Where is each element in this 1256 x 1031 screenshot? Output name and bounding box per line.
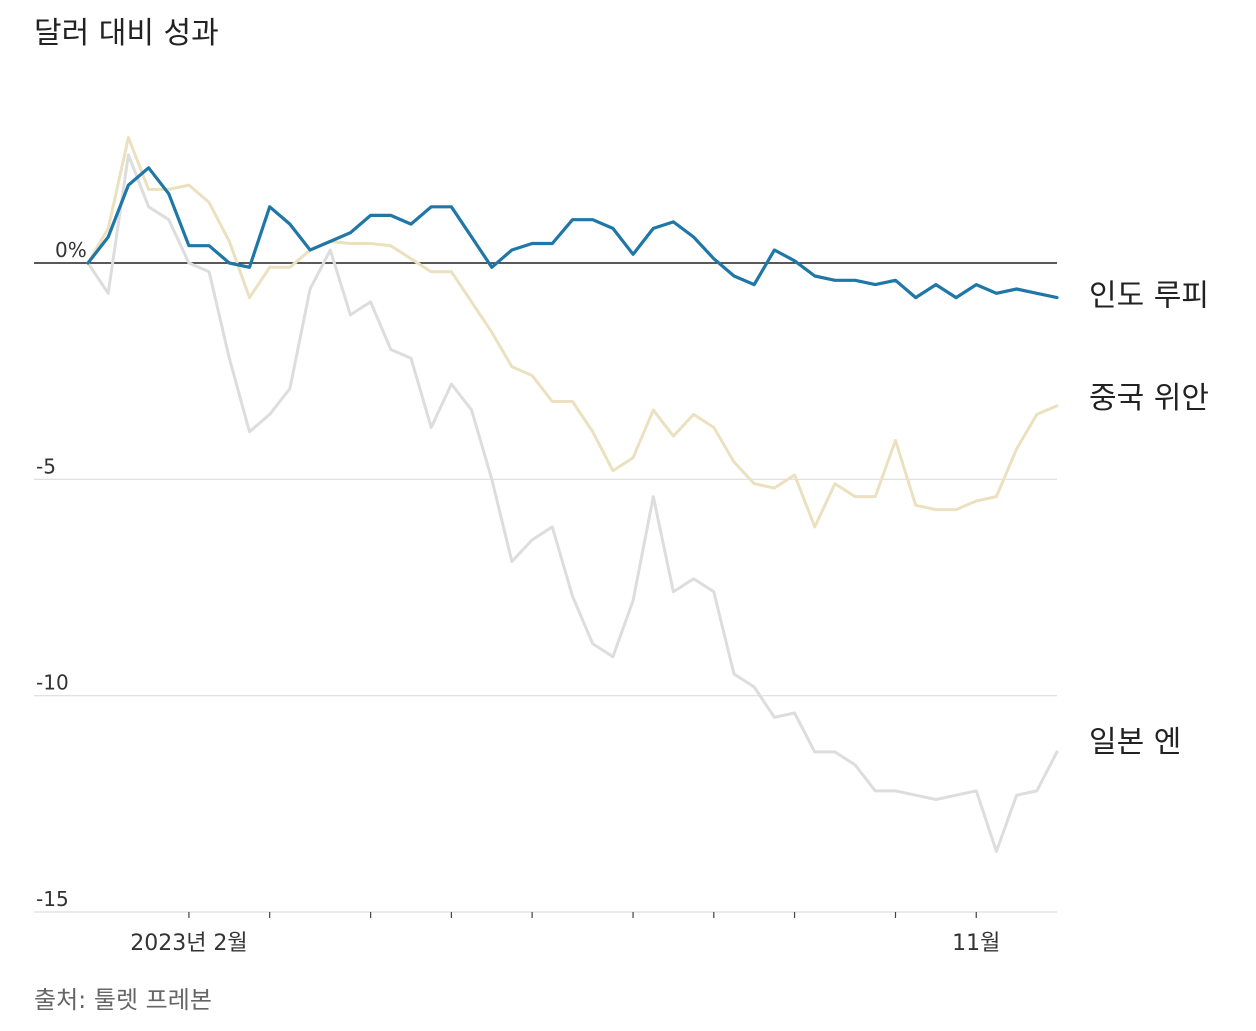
x-tick-label: 11월 [952,931,1000,956]
y-tick-label: -15 [36,887,69,911]
series-line [86,153,1059,853]
grid-lines: 0% -5 -10 -15 [34,238,1057,913]
series-label: 일본 엔 [1089,725,1181,760]
y-tick-label: -5 [36,454,56,478]
y-tick-label: -10 [36,671,69,695]
x-tick-label: 2023년 2월 [130,931,247,956]
x-axis: 2023년 2월 11월 [130,912,1000,956]
series-label: 인도 루피 [1089,279,1209,314]
y-tick-label: 0% [55,238,87,262]
series-lines [86,136,1059,853]
series-labels: 일본 엔 중국 위안 인도 루피 [1089,279,1209,760]
series-line [86,136,1059,529]
source-note: 출처: 툴렛 프레본 [34,986,212,1014]
chart-title: 달러 대비 성과 [34,16,219,51]
series-line [86,166,1059,300]
series-label: 중국 위안 [1089,381,1209,416]
